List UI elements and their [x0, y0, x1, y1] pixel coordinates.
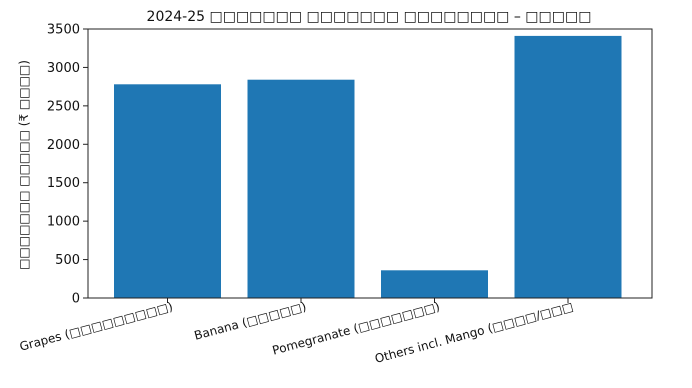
- y-tick-label: 1000: [47, 215, 80, 230]
- chart-title: 2024-25 □□□□□□□ □□□□□□□ □□□□□□□□ – □□□□□: [147, 9, 592, 25]
- bar-2: [381, 270, 488, 298]
- y-tick-label: 3500: [47, 23, 80, 38]
- y-tick-label: 0: [72, 292, 80, 307]
- plot-area: [87, 28, 653, 299]
- y-tick-label: 2500: [47, 99, 80, 114]
- x-tick-label: Banana (□□□□□): [193, 299, 308, 342]
- y-tick-label: 500: [55, 253, 80, 268]
- y-axis-label: □□□□□□□ □□□□□ (₹ □□□□): [17, 60, 31, 270]
- bar-1: [247, 79, 355, 298]
- y-tick-label: 2000: [47, 138, 80, 153]
- x-tick-label: Grapes (□□□□□□□□□): [18, 299, 174, 353]
- y-tick-label: 1500: [47, 176, 80, 191]
- y-tick-label: 3000: [47, 61, 80, 76]
- bar-0: [114, 84, 221, 298]
- bar-3: [514, 35, 622, 299]
- y-axis: 0 500 1000 1500 2000 2500 3000 3500: [47, 23, 88, 307]
- plot-frame: [87, 28, 653, 299]
- x-axis: Grapes (□□□□□□□□□) Banana (□□□□□)Pomegran…: [18, 298, 575, 366]
